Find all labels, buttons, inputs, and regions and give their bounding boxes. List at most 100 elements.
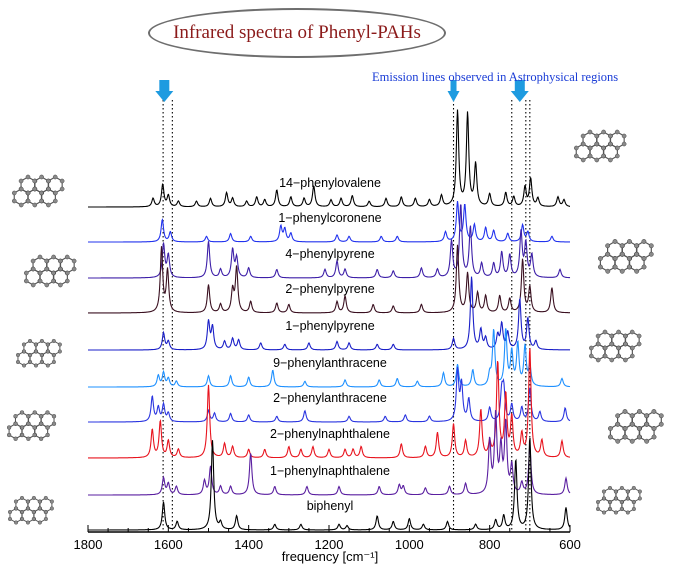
molecule-atom xyxy=(587,129,593,135)
molecule-atom xyxy=(59,186,65,192)
molecule-bond xyxy=(609,423,626,442)
molecule-atom xyxy=(13,499,18,504)
molecule-bond xyxy=(9,507,23,524)
molecule-atom xyxy=(608,500,613,504)
molecule-atom xyxy=(622,426,628,431)
molecule-atom xyxy=(614,129,620,135)
molecule-atom xyxy=(57,342,62,347)
molecule-atom xyxy=(595,333,601,339)
molecule-atom xyxy=(615,438,621,444)
molecule-atom xyxy=(602,496,607,501)
molecule-atom xyxy=(23,278,29,284)
molecule-atom xyxy=(637,489,642,494)
molecule-atom xyxy=(644,438,650,444)
molecule-atom xyxy=(51,414,57,419)
molecule-atom xyxy=(32,202,38,208)
emission-arrow-icon xyxy=(447,80,460,102)
molecule-atom xyxy=(15,360,20,364)
spectrum-line xyxy=(88,276,571,351)
series-label: 4−phenylpyrene xyxy=(285,247,374,261)
molecule-atom xyxy=(637,409,642,414)
molecule-atom xyxy=(38,414,44,419)
molecule-atom xyxy=(658,413,664,419)
molecule-atom xyxy=(45,178,51,184)
molecule-atom xyxy=(580,141,586,147)
molecule-bond xyxy=(39,268,55,286)
molecule-atom xyxy=(51,360,56,364)
molecule-atom xyxy=(32,425,37,430)
molecule-atom xyxy=(32,186,38,192)
molecule-atom xyxy=(7,517,12,521)
molecule-atom xyxy=(634,268,640,274)
molecule-atom xyxy=(622,434,628,440)
molecule-atom xyxy=(630,345,635,351)
spectrum-line xyxy=(88,204,571,279)
molecule-atom xyxy=(621,133,627,139)
molecule-bond xyxy=(17,350,31,367)
molecule-atom xyxy=(609,357,615,363)
molecule-atom xyxy=(28,360,33,364)
molecule-bond xyxy=(41,350,55,367)
molecule-bond xyxy=(25,268,41,286)
molecule-atom xyxy=(20,510,25,514)
molecule-atom xyxy=(626,256,632,261)
molecule-atom xyxy=(623,341,628,347)
molecule-atom xyxy=(37,506,42,511)
molecule-atom xyxy=(43,517,48,521)
molecule-atom xyxy=(25,174,31,180)
molecule-atom xyxy=(594,141,600,147)
molecule-atom xyxy=(612,256,618,261)
molecule-bond xyxy=(13,188,29,206)
molecule-atom xyxy=(37,499,42,504)
molecule-atom xyxy=(65,278,70,284)
series-label: 1−phenylcoronene xyxy=(278,211,381,225)
spectrum-line xyxy=(88,366,571,423)
molecule-atom xyxy=(32,410,37,415)
molecule-atom xyxy=(637,496,642,501)
molecule-atom xyxy=(44,258,49,264)
molecule-atom xyxy=(43,496,48,500)
molecule-bond xyxy=(609,497,623,514)
molecule-bond xyxy=(21,423,36,440)
molecule-bond xyxy=(33,507,47,524)
molecule-atom xyxy=(51,421,57,426)
molecule-atom xyxy=(622,333,628,339)
molecule-atom xyxy=(30,282,36,288)
molecule-atom xyxy=(623,357,628,363)
molecule-atom xyxy=(601,145,606,151)
molecule-atom xyxy=(612,264,618,270)
molecule-atom xyxy=(573,145,579,151)
molecule-atom xyxy=(626,264,632,270)
molecule-atom xyxy=(616,329,621,335)
molecule-bond xyxy=(604,343,620,361)
molecule-bond xyxy=(575,143,591,161)
molecule-atom xyxy=(634,243,639,249)
molecule-atom xyxy=(605,268,611,274)
molecule-atom xyxy=(597,264,603,270)
molecule-structure xyxy=(23,254,77,288)
molecule-atom xyxy=(607,133,613,139)
series-label: 1−phenylnaphthalene xyxy=(270,464,390,478)
molecule-atom xyxy=(39,174,44,180)
title-ellipse xyxy=(148,8,446,58)
molecule-atom xyxy=(28,353,33,357)
series-labels: 14−phenylovalene 1−phenylcoronene 4−phenyl… xyxy=(270,176,390,513)
molecule-atom xyxy=(19,410,25,415)
molecule-bond xyxy=(621,497,635,514)
molecule-atom xyxy=(615,413,621,419)
molecule-atom xyxy=(38,436,44,441)
molecule-atom xyxy=(613,489,618,494)
molecule-atom xyxy=(629,438,635,444)
molecule-structure xyxy=(588,329,642,363)
molecule-atom xyxy=(636,333,642,339)
molecule-bond xyxy=(624,423,641,442)
molecule-atom xyxy=(21,342,26,347)
molecule-atom xyxy=(608,157,613,163)
molecule-atom xyxy=(641,256,647,261)
molecule-atom xyxy=(51,339,56,343)
molecule-atom xyxy=(619,507,624,511)
molecule-structures xyxy=(6,129,664,525)
molecule-atom xyxy=(18,186,24,192)
molecule-atom xyxy=(631,486,636,490)
